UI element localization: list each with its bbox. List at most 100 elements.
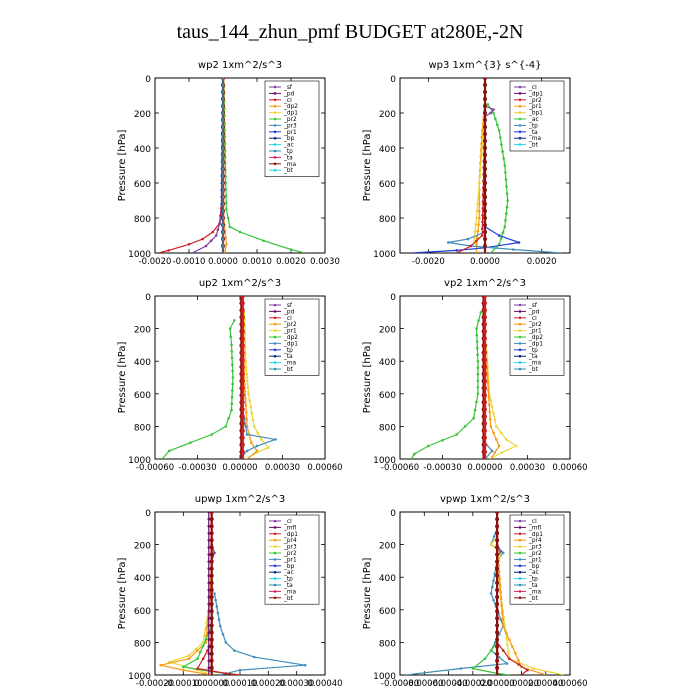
series-point <box>483 414 487 419</box>
series-point <box>483 244 487 248</box>
series-point <box>187 654 191 657</box>
panel-5: upwp 1xm^2/s^3 Pressure [hPa] 0 200 400 600 80… <box>117 494 343 689</box>
series-point <box>483 357 487 362</box>
legend-marker <box>273 98 277 102</box>
series-point <box>289 248 293 251</box>
legend-marker <box>273 564 277 568</box>
series-point <box>207 539 211 542</box>
legend-marker <box>273 85 277 89</box>
series-point <box>475 243 478 246</box>
series-point <box>483 296 487 298</box>
series-line-3 <box>160 577 213 675</box>
series-point <box>167 449 171 453</box>
series-point <box>476 346 479 350</box>
series-point <box>221 167 225 171</box>
series-point <box>240 407 245 412</box>
series-point <box>499 237 503 240</box>
x-tick-label: -0.00020 <box>136 679 174 689</box>
series-point <box>231 389 234 392</box>
series-point <box>207 581 211 585</box>
series-point <box>231 376 235 379</box>
series-point <box>206 626 209 630</box>
series-point <box>240 322 245 327</box>
series-point <box>240 449 245 454</box>
series-point <box>209 602 214 607</box>
series-point <box>209 588 214 592</box>
y-tick-label: 1000 <box>373 672 396 682</box>
series-point <box>209 538 214 543</box>
legend-label: _tp <box>283 149 293 155</box>
series-point <box>244 425 247 428</box>
series-line-1 <box>406 528 509 675</box>
legend-label: _ma <box>528 589 542 595</box>
series-point <box>240 421 245 426</box>
series-point <box>495 425 498 428</box>
legend-label: _pr3 <box>528 545 542 551</box>
series-point <box>209 637 214 642</box>
legend-marker <box>273 590 277 593</box>
series-point <box>199 650 202 654</box>
series-point <box>489 592 493 595</box>
series-point <box>245 449 249 453</box>
series-point <box>498 584 502 587</box>
series-point <box>240 372 245 376</box>
legend-label: _pr1 <box>528 557 542 563</box>
panels: wp2 1xm^2/s^3 Pressure [hPa] 0 200 400 600 800… <box>117 60 588 689</box>
x-tick-label: -0.00010 <box>164 679 202 689</box>
series-group <box>161 296 278 459</box>
legend-label: _pr2 <box>528 98 542 104</box>
series-point <box>483 97 487 101</box>
series-point <box>221 139 225 143</box>
series-point <box>209 658 214 663</box>
x-tick-label: 0.0020 <box>276 257 306 267</box>
series-point <box>491 585 494 589</box>
series-point <box>511 645 514 648</box>
legend-label: _cl <box>528 85 537 91</box>
series-point <box>483 104 487 108</box>
legend-marker <box>273 130 277 134</box>
series-point <box>483 160 487 164</box>
legend-label: _pr1 <box>528 104 542 110</box>
series-point <box>475 327 478 330</box>
series-point <box>213 551 216 555</box>
legend-label: _pr2 <box>528 322 542 328</box>
panel-title: wp2 1xm^2/s^3 <box>198 60 282 71</box>
panel-2: wp3 1xm^{3} s^{-4} Pressure [hPa] 0 200 400 6… <box>362 60 571 267</box>
legend-label: _pr1 <box>283 329 297 335</box>
series-group <box>158 78 305 253</box>
series-point <box>517 663 520 666</box>
series-point <box>483 350 487 355</box>
x-tick-label: -0.00060 <box>381 463 419 473</box>
y-tick-label: 400 <box>379 145 396 155</box>
legend-marker <box>518 590 522 593</box>
series-point <box>245 433 249 436</box>
legend-marker <box>518 558 522 561</box>
series-line-4 <box>484 105 495 118</box>
legend-marker <box>273 168 277 172</box>
series-point <box>231 363 234 366</box>
series-point <box>207 609 211 613</box>
legend-label: _cl <box>528 519 537 525</box>
series-point <box>221 202 225 206</box>
series-point <box>240 435 245 440</box>
legend-marker <box>518 361 522 364</box>
series-point <box>207 517 211 521</box>
legend-marker <box>273 532 277 536</box>
series-group <box>406 512 565 675</box>
series-point <box>245 411 248 414</box>
series-group <box>159 512 307 675</box>
series-point <box>233 319 236 322</box>
legend-marker <box>518 519 522 523</box>
series-point <box>476 366 480 370</box>
series-point <box>441 439 444 442</box>
series-point <box>483 188 487 192</box>
series-point <box>233 649 236 652</box>
series-point <box>427 444 430 448</box>
series-point <box>475 216 478 220</box>
series-point <box>473 408 477 412</box>
series-point <box>475 239 478 243</box>
y-tick-label: 1000 <box>373 250 396 260</box>
series-point <box>500 611 504 614</box>
x-tick-label: -0.00020 <box>454 679 492 689</box>
series-point <box>471 667 475 670</box>
